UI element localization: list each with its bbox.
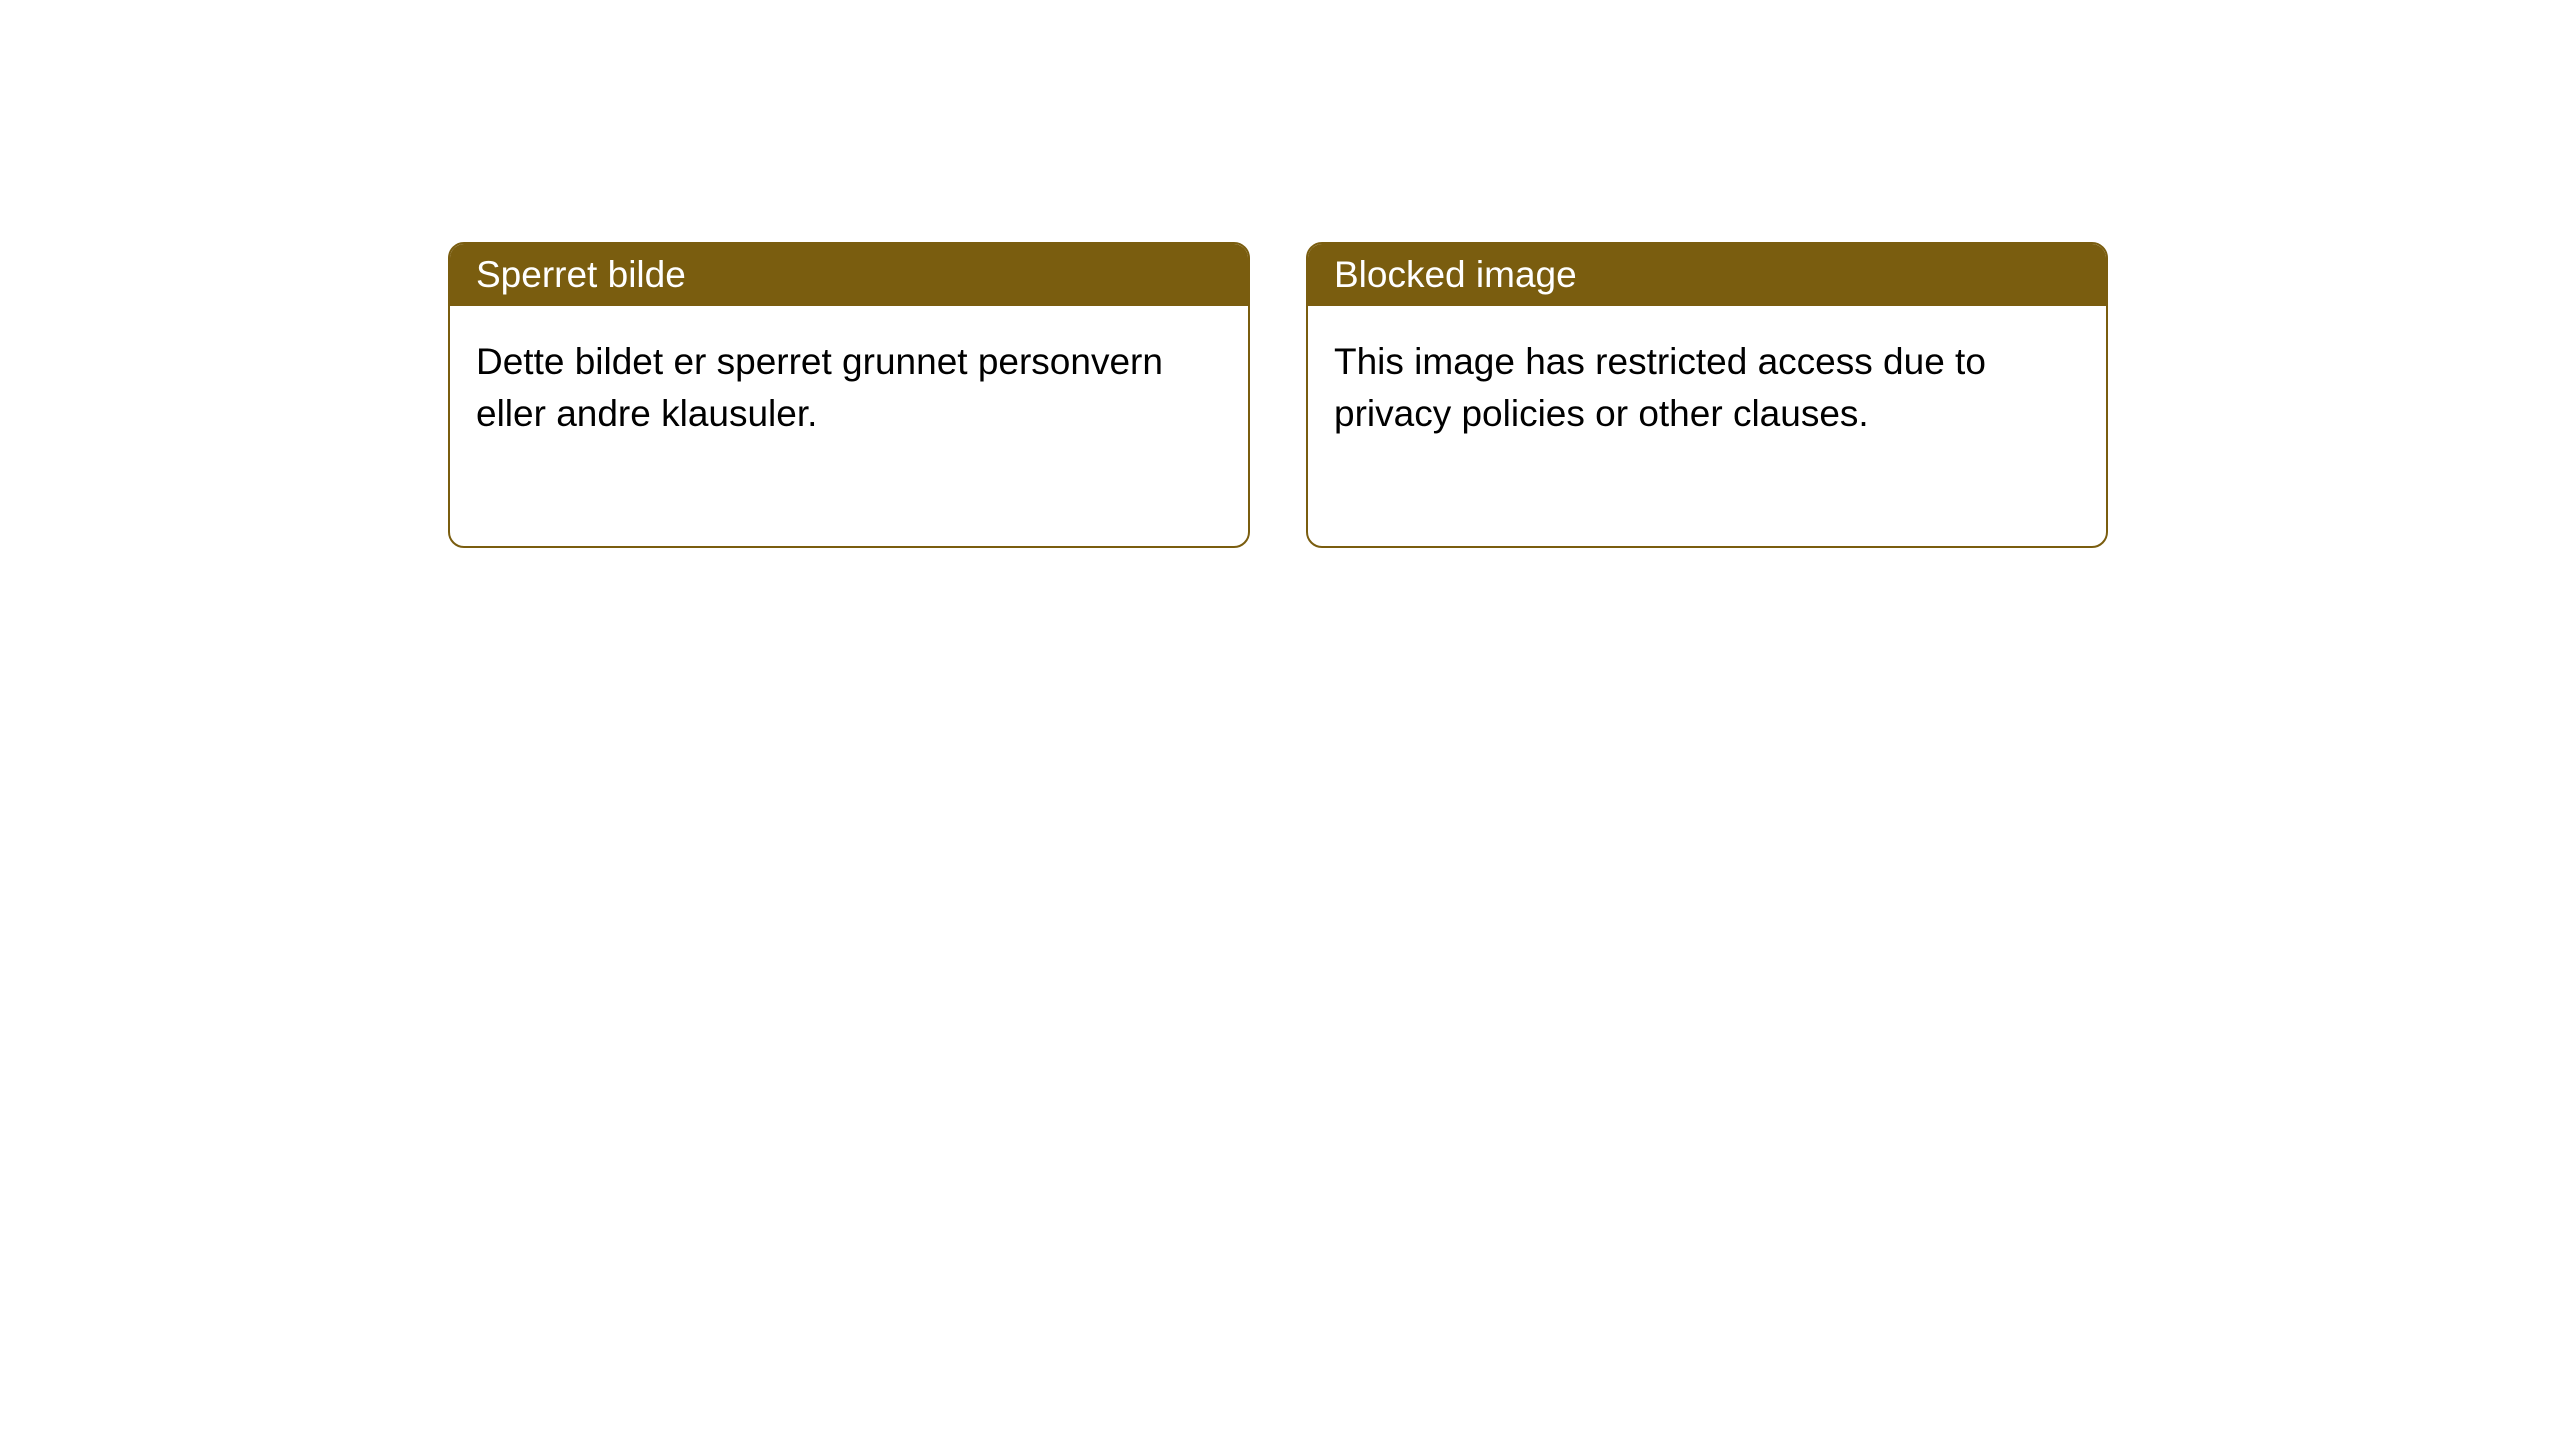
notice-card-norwegian: Sperret bilde Dette bildet er sperret gr… [448,242,1250,548]
notice-body-text: This image has restricted access due to … [1334,341,1986,434]
notice-body-english: This image has restricted access due to … [1308,306,2106,546]
notice-card-english: Blocked image This image has restricted … [1306,242,2108,548]
notice-header-norwegian: Sperret bilde [450,244,1248,306]
notice-header-english: Blocked image [1308,244,2106,306]
notices-container: Sperret bilde Dette bildet er sperret gr… [448,242,2108,548]
notice-body-text: Dette bildet er sperret grunnet personve… [476,341,1163,434]
notice-title: Sperret bilde [476,254,686,295]
notice-title: Blocked image [1334,254,1577,295]
notice-body-norwegian: Dette bildet er sperret grunnet personve… [450,306,1248,546]
